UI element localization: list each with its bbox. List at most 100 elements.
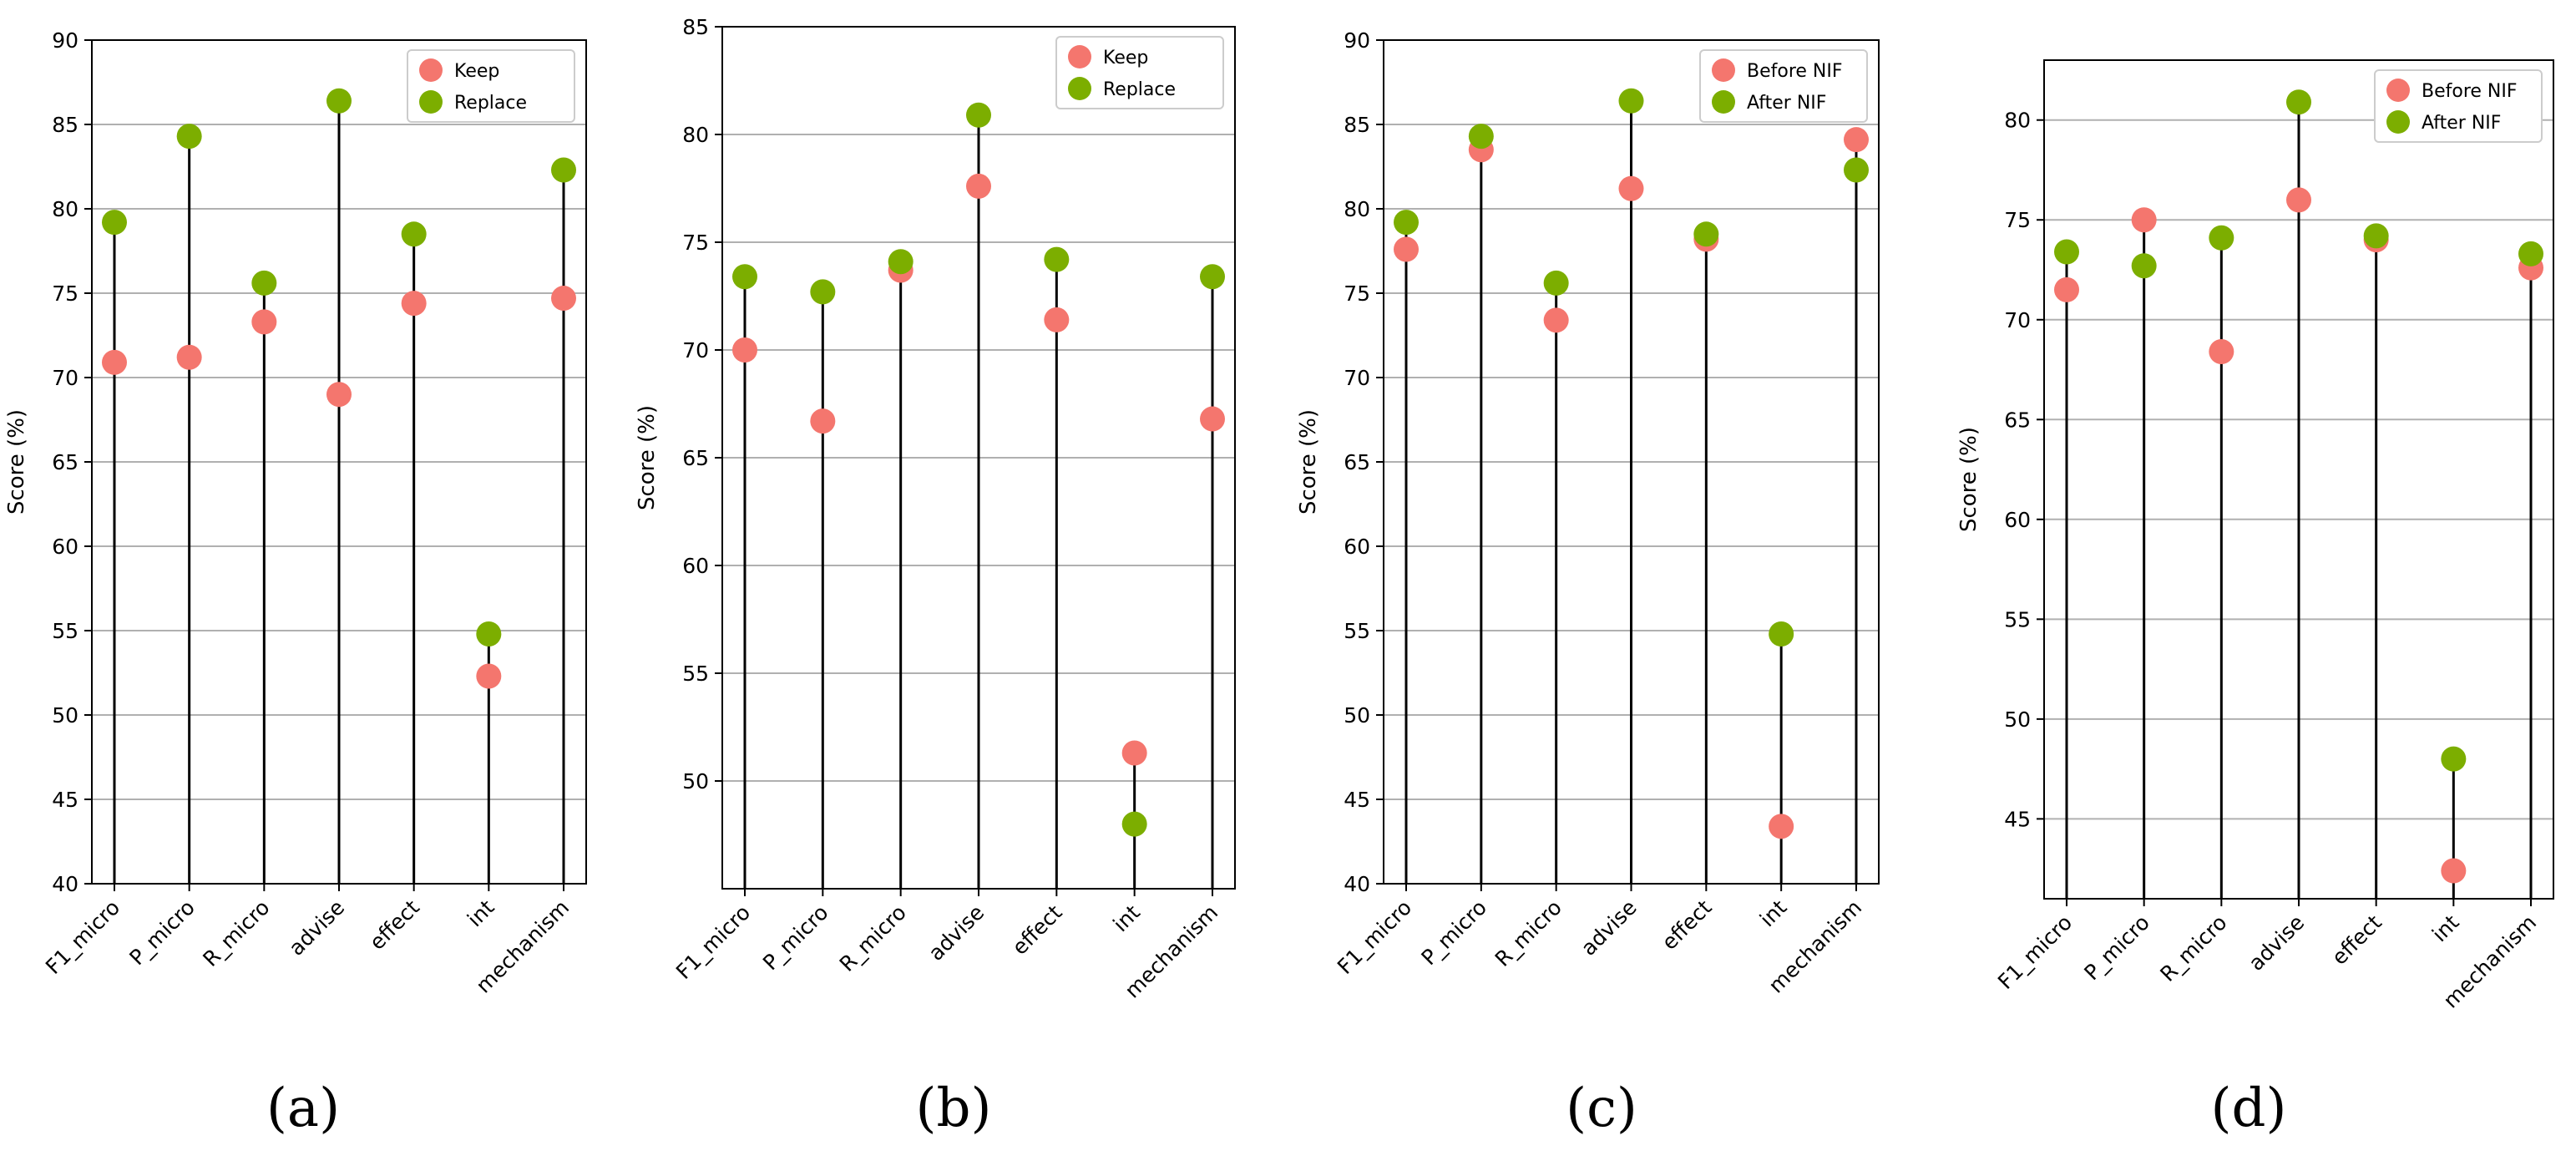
data-point: [176, 344, 202, 370]
x-tick-label: F1_micro: [671, 900, 755, 984]
legend-box: [2374, 69, 2543, 143]
legend-label: Before NIF: [1747, 61, 1843, 82]
data-point: [1618, 175, 1644, 201]
y-tick-label: 60: [1344, 535, 1370, 559]
y-tick-label: 70: [1344, 366, 1370, 390]
data-point: [888, 249, 913, 275]
legend-marker: [1068, 45, 1091, 68]
legend-marker: [419, 58, 443, 82]
y-tick-label: 50: [682, 769, 709, 794]
chart-panel: 40 45 50 55 60 65 70 75 80 85 90 Score (%) F1_micro P…: [1296, 28, 1880, 1139]
data-point: [2054, 276, 2079, 302]
data-point: [2131, 253, 2157, 279]
legend-box: [1699, 49, 1868, 123]
x-tick-label: int: [2427, 910, 2464, 947]
x-tick-label: F1_micro: [41, 895, 124, 979]
y-tick-label: 65: [2004, 408, 2031, 432]
data-point: [1543, 307, 1569, 333]
y-tick-label: 45: [2004, 807, 2031, 831]
data-point: [2209, 225, 2234, 251]
y-axis-label: Score (%): [1956, 427, 1981, 532]
x-tick-label: int: [1108, 900, 1145, 937]
data-point: [102, 210, 127, 236]
y-tick-label: 70: [2004, 308, 2031, 332]
x-tick-label: R_micro: [1490, 895, 1566, 971]
legend-label: After NIF: [2422, 113, 2501, 134]
legend-marker: [1712, 58, 1735, 82]
data-point: [401, 221, 427, 247]
y-tick-label: 60: [682, 554, 709, 578]
data-point: [1618, 88, 1644, 114]
y-tick-label: 75: [52, 281, 78, 306]
data-point: [1769, 814, 1794, 839]
chart-panel: 45 50 55 60 65 70 75 80 Score (%) F1_micro P_micro…: [1956, 59, 2554, 1139]
legend-box: [1055, 36, 1224, 109]
data-point: [476, 663, 502, 689]
y-tick-label: 65: [52, 450, 78, 474]
y-tick-label: 70: [52, 366, 78, 390]
legend-label: Keep: [1103, 48, 1148, 68]
y-tick-label: 80: [2004, 109, 2031, 133]
x-tick-label: effect: [365, 895, 424, 955]
legend-label: After NIF: [1747, 93, 1826, 114]
legend-marker: [2386, 110, 2410, 134]
legend-marker: [419, 90, 443, 114]
legend-box: [407, 49, 575, 123]
y-axis-label: Score (%): [4, 409, 29, 515]
x-tick-label: F1_micro: [1333, 895, 1416, 979]
data-point: [551, 157, 576, 183]
x-tick-label: int: [1755, 895, 1792, 932]
y-tick-label: 90: [1344, 28, 1370, 53]
x-tick-label: effect: [1657, 895, 1716, 955]
data-point: [2209, 339, 2234, 365]
y-tick-label: 80: [682, 123, 709, 147]
x-tick-label: F1_micro: [1993, 910, 2077, 994]
y-tick-label: 85: [1344, 113, 1370, 137]
data-point: [1844, 157, 1869, 183]
y-tick-label: 75: [2004, 208, 2031, 232]
x-tick-label: effect: [2327, 910, 2386, 970]
legend-marker: [1712, 90, 1735, 114]
data-point: [1394, 210, 1419, 236]
data-point: [2286, 89, 2311, 115]
x-tick-label: advise: [1576, 895, 1642, 961]
data-point: [1394, 236, 1419, 262]
data-point: [1121, 811, 1147, 837]
data-point: [251, 309, 277, 335]
legend-marker: [1068, 77, 1091, 100]
y-axis-label: Score (%): [635, 405, 660, 510]
y-tick-label: 75: [682, 231, 709, 255]
panel-label: (d): [2211, 1077, 2287, 1139]
data-point: [2441, 746, 2467, 772]
legend-label: Replace: [1103, 79, 1176, 100]
x-tick-label: P_micro: [124, 895, 200, 971]
data-point: [326, 88, 352, 114]
legend-label: Before NIF: [2422, 81, 2518, 102]
y-tick-label: 65: [682, 446, 709, 470]
chart-panel: 40 45 50 55 60 65 70 75 80 85 90 Score (%) F1_micro P…: [4, 28, 587, 1139]
y-tick-label: 85: [682, 15, 709, 39]
x-tick-label: advise: [924, 900, 989, 966]
data-point: [1468, 124, 1494, 150]
data-point: [810, 279, 836, 305]
data-point: [1844, 127, 1869, 153]
data-point: [401, 291, 427, 317]
y-tick-label: 55: [682, 662, 709, 686]
data-point: [1769, 621, 1794, 647]
data-point: [176, 124, 202, 150]
data-point: [1044, 307, 1070, 332]
data-point: [2363, 223, 2389, 249]
legend-marker: [2386, 79, 2410, 102]
y-tick-label: 80: [52, 197, 78, 221]
x-tick-label: R_micro: [198, 895, 274, 971]
data-point: [2286, 187, 2311, 213]
data-point: [1693, 221, 1719, 247]
data-point: [251, 270, 277, 296]
panel-label: (b): [916, 1077, 992, 1139]
data-point: [1200, 264, 1225, 290]
y-axis-label: Score (%): [1296, 409, 1321, 515]
y-tick-label: 45: [52, 788, 78, 812]
data-point: [732, 264, 757, 290]
